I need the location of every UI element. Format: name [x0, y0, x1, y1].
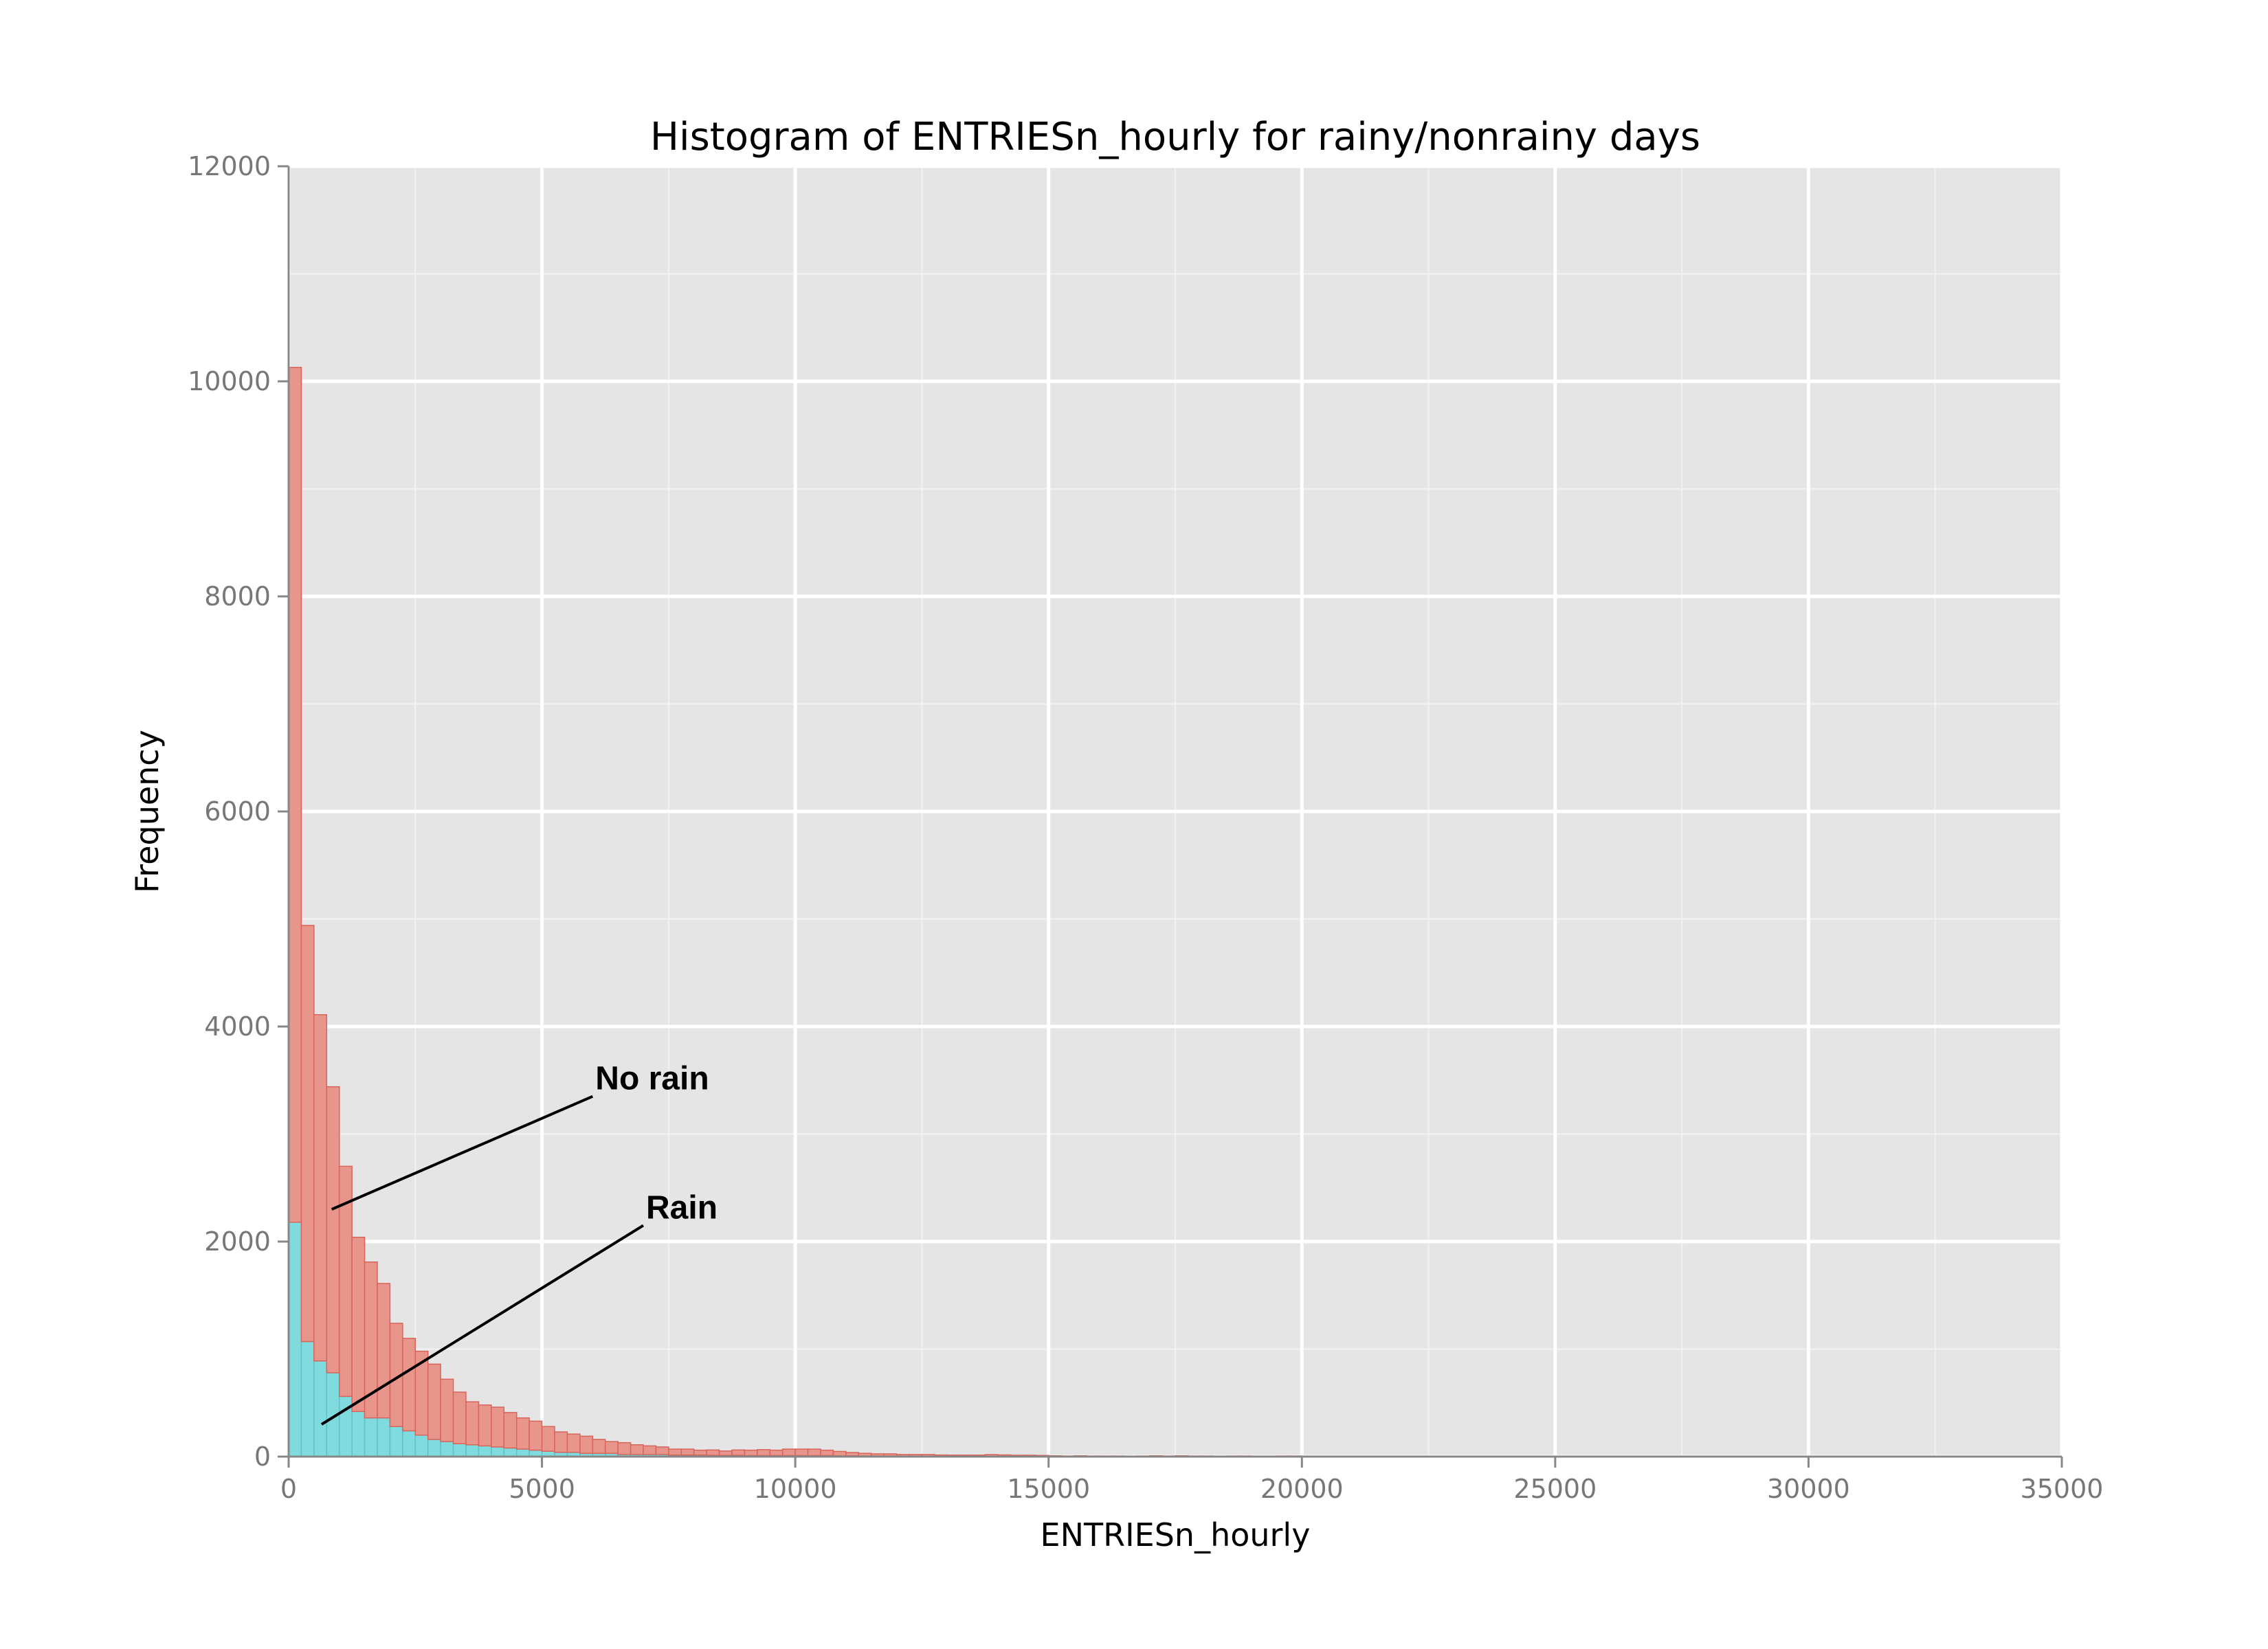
bar-no-rain [566, 1433, 581, 1453]
x-tick-label: 30000 [1767, 1474, 1850, 1504]
bar-no-rain [858, 1452, 872, 1457]
bar-no-rain [326, 1086, 340, 1373]
bar-no-rain [579, 1435, 594, 1455]
bar-no-rain [300, 925, 315, 1343]
y-tick-label: 12000 [188, 151, 271, 181]
bar-no-rain [655, 1446, 669, 1455]
bar-no-rain [351, 1236, 366, 1413]
bar-rain [414, 1434, 429, 1457]
bar-no-rain [744, 1449, 758, 1457]
bar-no-rain [452, 1391, 467, 1444]
bar-no-rain [680, 1448, 695, 1456]
bar-no-rain [630, 1444, 644, 1455]
annotation-line [331, 1095, 594, 1211]
bar-rain [402, 1430, 416, 1457]
bar-rain [288, 1222, 302, 1457]
bar-rain [465, 1444, 480, 1457]
bar-no-rain [604, 1441, 619, 1455]
bar-no-rain [617, 1442, 632, 1455]
annotations: No rain Rain [320, 1061, 718, 1426]
y-tick-label: 6000 [204, 796, 271, 827]
bar-rain [452, 1443, 467, 1457]
bar-no-rain [503, 1412, 518, 1449]
bar-no-rain [757, 1449, 771, 1457]
bar-no-rain [465, 1401, 480, 1446]
bar-no-rain [440, 1378, 454, 1442]
bar-no-rain [781, 1448, 796, 1457]
x-tick-label: 5000 [509, 1474, 575, 1504]
bar-no-rain [592, 1439, 606, 1455]
bar-no-rain [377, 1283, 391, 1419]
bar-rain [478, 1445, 492, 1457]
bar-no-rain [731, 1449, 746, 1456]
bar-rain [389, 1426, 403, 1457]
x-tick-label: 20000 [1260, 1474, 1344, 1504]
bar-no-rain [402, 1338, 416, 1432]
y-tick-label: 4000 [204, 1011, 271, 1042]
bar-no-rain [718, 1450, 733, 1456]
x-tick-label: 15000 [1007, 1474, 1090, 1504]
histogram-bars [288, 366, 1948, 1457]
bar-no-rain [491, 1406, 505, 1448]
bar-no-rain [554, 1431, 568, 1453]
bar-no-rain [693, 1449, 707, 1456]
bar-no-rain [515, 1417, 530, 1450]
chart-title: Histogram of ENTRIESn_hourly for rainy/n… [650, 115, 1700, 159]
bar-no-rain [769, 1449, 783, 1457]
annotation-label: No rain [595, 1061, 709, 1097]
y-tick-label: 8000 [204, 581, 271, 612]
bar-no-rain [845, 1452, 860, 1457]
bar-no-rain [288, 366, 302, 1223]
annotation-label: Rain [646, 1190, 718, 1226]
bar-no-rain [427, 1363, 441, 1440]
bar-rain [351, 1411, 366, 1457]
bar-rain [427, 1439, 441, 1457]
x-tick-label: 25000 [1513, 1474, 1597, 1504]
bar-rain [300, 1340, 315, 1457]
bar-no-rain [313, 1014, 328, 1362]
bar-no-rain [529, 1420, 543, 1451]
y-tick-label: 10000 [188, 366, 271, 396]
bar-no-rain [643, 1445, 657, 1455]
x-tick-label: 0 [280, 1474, 297, 1504]
bar-no-rain [706, 1449, 720, 1456]
annotation-line [320, 1224, 645, 1426]
y-tick-label: 0 [254, 1442, 271, 1472]
x-axis-label: ENTRIESn_hourly [1041, 1516, 1311, 1553]
bar-rain [364, 1417, 378, 1457]
bar-rain [440, 1441, 454, 1457]
bar-rain [491, 1446, 505, 1457]
y-tick-label: 2000 [204, 1226, 271, 1257]
bar-no-rain [478, 1404, 492, 1447]
bar-rain [515, 1448, 530, 1457]
bar-rain [503, 1447, 518, 1457]
bar-no-rain [668, 1448, 682, 1456]
axes: 0 5000 10000 15000 20000 25000 30000 35000 0 2000… [188, 151, 2103, 1504]
bar-no-rain [807, 1448, 821, 1457]
bar-no-rain [820, 1449, 834, 1457]
bar-no-rain [541, 1426, 555, 1452]
bar-no-rain [794, 1448, 809, 1457]
bar-rain [377, 1417, 391, 1457]
x-tick-label: 35000 [2021, 1474, 2104, 1504]
y-axis-label: Frequency [129, 730, 166, 893]
x-tick-label: 10000 [754, 1474, 837, 1504]
bar-no-rain [832, 1450, 847, 1457]
bar-rain [313, 1360, 328, 1457]
